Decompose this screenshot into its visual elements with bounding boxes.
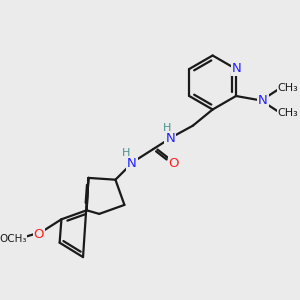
Text: N: N <box>127 157 136 170</box>
Text: N: N <box>232 61 242 75</box>
Text: O: O <box>169 157 179 170</box>
Text: N: N <box>165 132 175 145</box>
Text: CH₃: CH₃ <box>278 108 298 118</box>
Text: CH₃: CH₃ <box>278 83 298 93</box>
Text: H: H <box>163 123 171 134</box>
Text: H: H <box>122 148 130 158</box>
Text: N: N <box>258 94 268 107</box>
Text: O: O <box>34 228 44 241</box>
Text: OCH₃: OCH₃ <box>0 234 27 244</box>
